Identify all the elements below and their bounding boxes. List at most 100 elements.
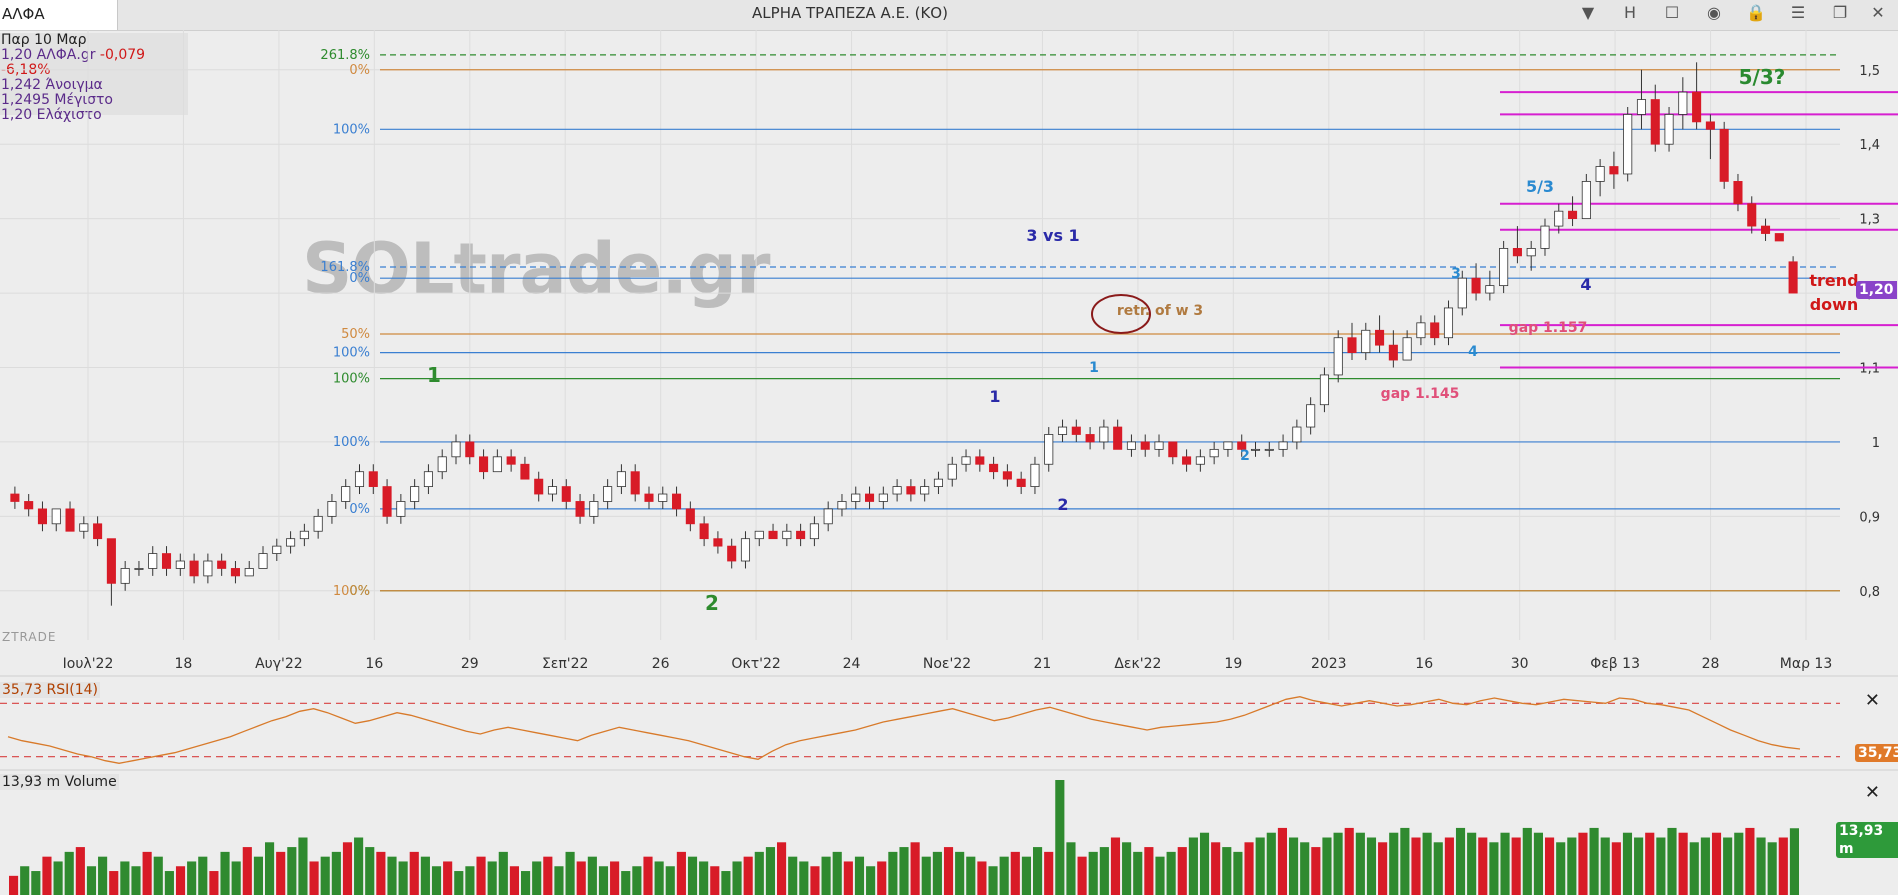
volume-bar <box>1366 837 1377 895</box>
volume-bar <box>632 866 642 895</box>
x-tick-label: 16 <box>1415 656 1433 672</box>
volume-bar <box>1199 832 1210 895</box>
volume-bar <box>265 842 275 895</box>
wave-annotation: 1 <box>989 387 1000 406</box>
candle-body <box>1705 121 1715 130</box>
candle-body <box>520 463 530 480</box>
volume-bar <box>1355 832 1365 895</box>
volume-bar <box>532 861 542 895</box>
candle-body <box>479 456 489 473</box>
dropdown-icon[interactable]: ▼ <box>1581 3 1595 22</box>
candle-body <box>1581 181 1591 220</box>
candle-body <box>603 486 613 502</box>
candle-body <box>272 545 282 554</box>
x-tick-label: Φεβ 13 <box>1590 656 1640 672</box>
volume-bar <box>1533 832 1543 895</box>
candle-body <box>1636 99 1647 115</box>
volume-bar <box>342 842 353 895</box>
candle-body <box>1388 344 1398 361</box>
chart-area[interactable]: 1,51,41,31,21,110,90,8Ιουλ'2218Αυγ'22162… <box>0 30 1898 895</box>
volume-bar <box>1122 842 1132 895</box>
volume-bar <box>1088 851 1098 895</box>
fib-level-label: 0% <box>349 584 370 599</box>
x-tick-label: Ιουλ'22 <box>63 656 114 672</box>
volume-label: 13,93 m Volume <box>0 774 119 790</box>
volume-bar <box>253 856 263 895</box>
volume-bar <box>565 851 575 895</box>
candle-body <box>244 568 254 577</box>
candle-body <box>175 560 185 569</box>
volume-bar <box>20 866 30 895</box>
volume-bar <box>443 861 453 895</box>
wave-annotation: 2 <box>1240 448 1250 464</box>
quote-icon[interactable]: ◉ <box>1707 3 1721 22</box>
candle-body <box>1319 374 1329 406</box>
volume-bar <box>754 851 764 895</box>
candle-body <box>878 493 888 502</box>
volume-bar <box>554 866 564 895</box>
candle-body <box>1774 233 1784 242</box>
h-button[interactable]: H <box>1623 3 1637 22</box>
volume-bar <box>710 866 720 895</box>
volume-bar <box>1778 837 1788 895</box>
volume-bar <box>187 861 197 895</box>
info-open: 1,242 Άνοιγμα <box>1 77 103 93</box>
volume-bar <box>1711 832 1722 895</box>
volume-bar <box>1600 837 1610 895</box>
candle-body <box>561 486 571 502</box>
close-icon[interactable]: ✕ <box>1871 3 1885 22</box>
volume-bar <box>521 871 531 895</box>
fib-level-label: 100% <box>333 435 370 450</box>
menu-icon[interactable]: ☰ <box>1790 3 1806 22</box>
volume-bar <box>1734 832 1744 895</box>
candle-body <box>713 538 723 547</box>
y-tick-label: 1 <box>1872 436 1880 451</box>
x-tick-label: 28 <box>1702 656 1720 672</box>
rsi-close-icon[interactable]: ✕ <box>1864 690 1880 711</box>
volume-bar <box>1188 837 1198 895</box>
candle-body <box>961 456 971 465</box>
candle-body <box>727 545 737 562</box>
volume-bar <box>431 866 442 895</box>
volume-bar <box>643 856 653 895</box>
volume-bar <box>777 842 787 895</box>
fib-level-label: 100% <box>333 372 370 387</box>
candle-body <box>10 493 20 502</box>
volume-bar <box>1567 837 1577 895</box>
volume-bar <box>665 866 675 895</box>
wave-annotation: 1 <box>427 363 441 387</box>
restore-icon[interactable]: ❐ <box>1832 3 1848 22</box>
x-tick-label: 21 <box>1034 656 1052 672</box>
candle-body <box>1306 404 1316 428</box>
volume-bar <box>977 861 987 895</box>
symbol-input[interactable]: ΑΛΦΑ <box>0 0 118 30</box>
candle-body <box>672 493 682 510</box>
y-tick-label: 1,4 <box>1859 138 1880 153</box>
candle-body <box>547 486 558 495</box>
volume-bar <box>598 866 609 895</box>
candle-body <box>203 560 213 577</box>
volume-bar <box>988 866 998 895</box>
lock-icon[interactable]: 🔒 <box>1746 3 1766 22</box>
volume-bar <box>654 861 664 895</box>
panel-icon[interactable]: ☐ <box>1664 3 1680 22</box>
candle-body <box>933 478 943 487</box>
volume-close-icon[interactable]: ✕ <box>1864 782 1880 803</box>
x-tick-label: 24 <box>843 656 861 672</box>
volume-bar <box>810 866 820 895</box>
candle-body <box>79 523 89 532</box>
volume-bar <box>1789 828 1799 895</box>
fib-level-label: 50% <box>341 327 370 342</box>
volume-bar <box>1667 827 1677 895</box>
volume-bar <box>999 856 1009 895</box>
volume-bar <box>765 847 775 895</box>
volume-bar <box>1400 827 1410 895</box>
volume-bar <box>42 856 52 895</box>
candle-body <box>1030 463 1040 487</box>
volume-bar <box>1578 832 1588 895</box>
volume-bar <box>153 856 163 895</box>
candle-body <box>148 553 158 569</box>
brand-small: ZTRADE <box>2 630 57 644</box>
candle-body <box>161 553 172 569</box>
candle-body <box>506 456 516 465</box>
